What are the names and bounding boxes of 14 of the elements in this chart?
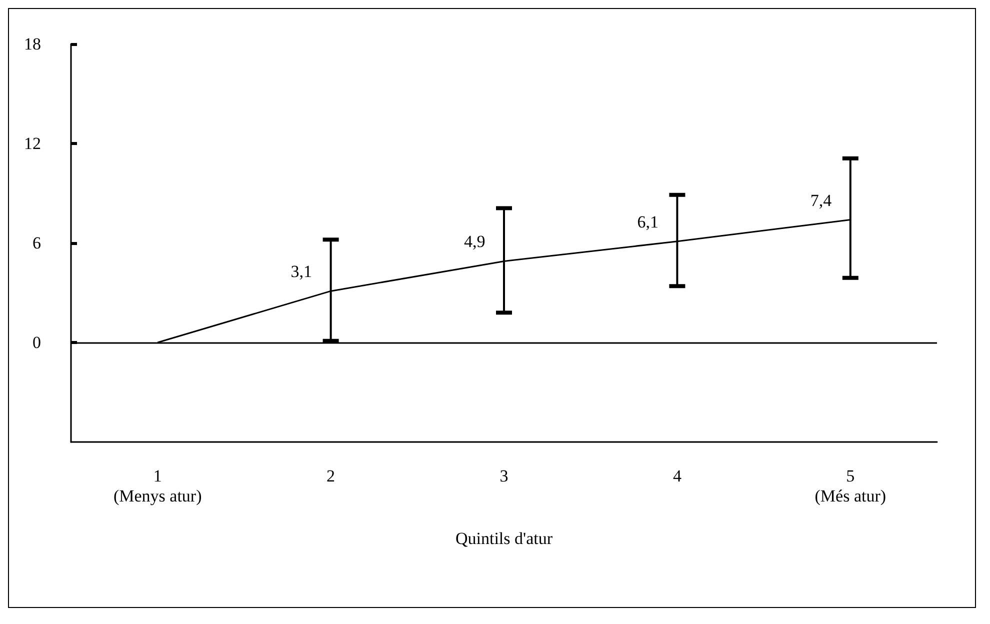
x-tick-label: 2 xyxy=(326,466,336,486)
y-tick-label: 0 xyxy=(32,333,41,352)
data-label: 4,9 xyxy=(464,232,486,252)
y-tick-label: 18 xyxy=(24,34,41,54)
data-label: 6,1 xyxy=(637,212,658,232)
x-tick-label: 5 (Més atur) xyxy=(814,466,886,506)
data-label: 7,4 xyxy=(810,190,832,210)
y-tick-label: 12 xyxy=(24,134,41,153)
y-tick-label: 6 xyxy=(32,234,41,252)
data-label: 3,1 xyxy=(290,262,312,282)
x-tick-label: 4 xyxy=(672,466,682,486)
x-tick-label: 3 xyxy=(500,466,508,486)
x-axis-title: Quintils d'atur xyxy=(455,529,553,548)
x-tick-label: 1 (Menys atur) xyxy=(113,466,202,506)
